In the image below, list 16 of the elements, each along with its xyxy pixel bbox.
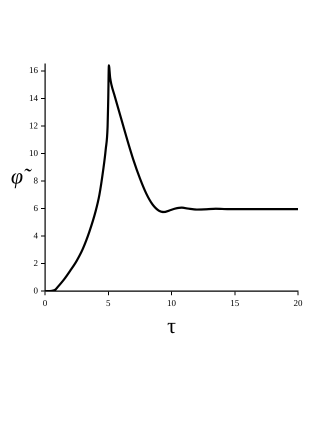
x-axis-title: τ — [167, 312, 176, 338]
x-tick-label: 15 — [230, 298, 240, 308]
y-tick-label: 10 — [29, 148, 38, 158]
x-tick-label: 10 — [167, 298, 176, 308]
x-tick-label: 0 — [42, 298, 48, 308]
x-tick-label: 5 — [106, 298, 111, 308]
y-axis-title: φ̃ — [10, 163, 32, 188]
y-tick-label: 12 — [29, 120, 38, 130]
x-tick-label: 20 — [294, 298, 303, 308]
y-tick-label: 8 — [34, 175, 38, 186]
y-tick-label: 2 — [34, 258, 38, 268]
y-tick-label: 6 — [34, 202, 38, 213]
y-tick-label: 14 — [29, 92, 38, 103]
y-tick-label: 4 — [34, 230, 38, 240]
y-tick-label: 0 — [34, 286, 38, 296]
y-tick-label: 16 — [29, 65, 38, 76]
